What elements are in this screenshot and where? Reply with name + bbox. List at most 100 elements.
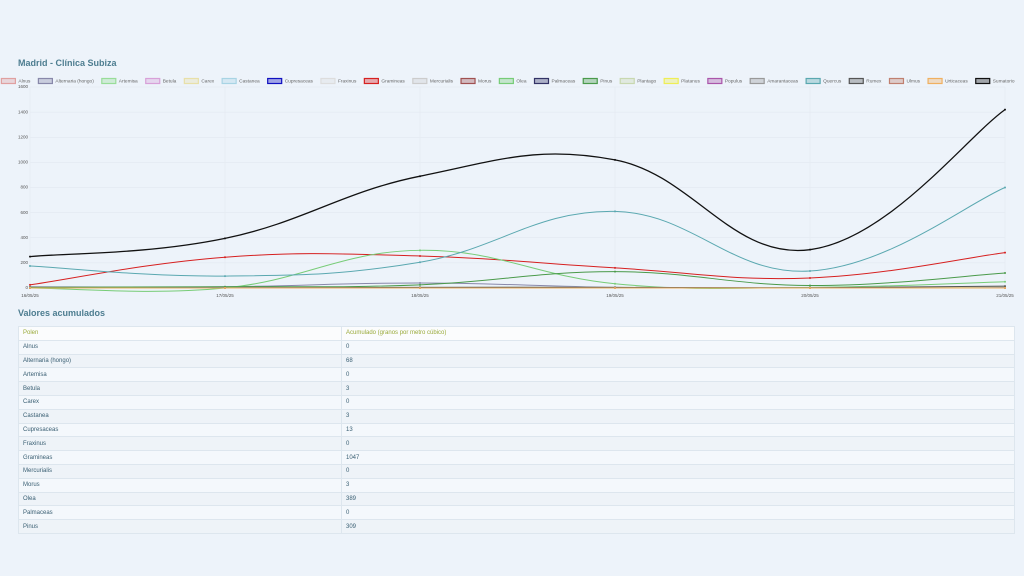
legend-label: Morus: [478, 78, 492, 84]
legend-swatch: [805, 77, 821, 85]
legend-item: Carex: [183, 77, 215, 85]
row: Pinus 309: [18, 519, 1015, 534]
legend-label: Fraxinus: [338, 78, 357, 84]
legend-swatch: [183, 77, 199, 85]
y-tick-label: 200: [20, 260, 28, 265]
legend-label: Artemisa: [119, 78, 138, 84]
point: [809, 248, 811, 251]
legend-label: Gramineas: [381, 78, 405, 84]
point: [419, 287, 421, 289]
cell: 1047: [341, 450, 1015, 465]
point: [1004, 272, 1006, 275]
legend-item: Fraxinus: [320, 77, 357, 85]
cell: 68: [341, 353, 1015, 369]
point: [1004, 251, 1006, 254]
legend-label: Alternaria (hongo): [55, 78, 94, 84]
row: Morus 3: [18, 477, 1015, 493]
row: Mercurialis 0: [18, 463, 1015, 479]
legend-label: Pinus: [600, 78, 613, 84]
point: [614, 158, 616, 161]
legend-swatch: [320, 77, 336, 85]
row: Fraxinus 0: [18, 436, 1015, 452]
legend-swatch: [145, 77, 161, 85]
legend-item: Alnus: [0, 77, 31, 84]
legend-item: Castanea: [221, 77, 260, 84]
x-tick-label: 19/05/25: [606, 293, 624, 298]
legend-label: Quercus: [823, 78, 842, 84]
legend-item: Palmaceas: [533, 77, 576, 84]
point: [614, 282, 616, 285]
y-tick-label: 600: [20, 210, 28, 215]
legend-item: Alternaria (hongo): [37, 77, 94, 84]
legend-swatch: [460, 77, 476, 85]
legend-item: Pinus: [582, 77, 613, 84]
row: Olea 389: [18, 491, 1015, 507]
point: [419, 249, 421, 252]
legend-swatch: [498, 77, 514, 85]
point: [419, 261, 421, 264]
legend-item: Mercurialis: [412, 77, 454, 85]
legend-item: Rumex: [848, 77, 882, 85]
page-title: Madrid - Clínica Subiza: [18, 58, 117, 68]
point: [1004, 108, 1006, 111]
cell: Castanea: [18, 408, 342, 424]
cell: 0: [341, 339, 1015, 355]
legend-label: Castanea: [239, 78, 260, 84]
legend-swatch: [975, 77, 991, 85]
point: [614, 287, 616, 289]
cell: Mercurialis: [18, 463, 342, 479]
legend-swatch: [619, 77, 635, 85]
row: Artemisa 0: [18, 367, 1015, 383]
legend-label: Amarantaceas: [767, 78, 799, 84]
cell: 0: [341, 394, 1015, 410]
cell: Carex: [18, 394, 342, 410]
cell: 13: [341, 422, 1015, 438]
point: [419, 254, 421, 257]
point: [809, 276, 811, 279]
y-tick-label: 1200: [18, 134, 29, 139]
point: [614, 210, 616, 213]
lines: [29, 108, 1006, 292]
header-cell: Acumulado (granos por metro cúbico): [341, 326, 1015, 341]
series-line: [29, 271, 1006, 288]
point: [29, 283, 31, 286]
point: [614, 266, 616, 269]
cell: Palmaceas: [18, 505, 342, 521]
legend-label: Mercurialis: [430, 78, 454, 84]
legend-swatch: [663, 77, 679, 85]
point: [419, 175, 421, 178]
cell: Cupresaceas: [18, 422, 342, 438]
series-line: [29, 187, 1006, 277]
y-tick-label: 400: [20, 235, 28, 240]
row: Gramineas 1047: [18, 450, 1015, 465]
y-tick-label: 1000: [18, 160, 29, 165]
series-line: [29, 109, 1006, 258]
table-title: Valores acumulados: [18, 308, 106, 318]
point: [1004, 186, 1006, 189]
point: [29, 255, 31, 258]
legend-swatch: [412, 77, 428, 85]
point: [1004, 285, 1006, 288]
cell: 0: [341, 436, 1015, 452]
cell: 0: [341, 367, 1015, 383]
cell: Morus: [18, 477, 342, 493]
series-line: [29, 252, 1006, 286]
point: [29, 265, 31, 268]
y-tick-label: 1400: [18, 109, 29, 114]
legend-swatch: [101, 77, 117, 85]
legend-label: Betula: [163, 78, 177, 84]
legend-item: Populus: [707, 77, 743, 84]
legend-item: Morus: [460, 77, 492, 85]
legend-item: Cupresaceas: [267, 77, 314, 84]
y-tick-label: 1600: [18, 84, 29, 89]
legend-label: Carex: [201, 78, 214, 84]
row: Castanea 3: [18, 408, 1015, 424]
legend-swatch: [848, 77, 864, 85]
point: [419, 283, 421, 286]
cell: Alnus: [18, 339, 342, 355]
point: [224, 287, 226, 289]
legend-swatch: [363, 77, 379, 85]
point: [224, 256, 226, 259]
legend-item: Betula: [145, 77, 177, 85]
legend-swatch: [888, 77, 905, 85]
